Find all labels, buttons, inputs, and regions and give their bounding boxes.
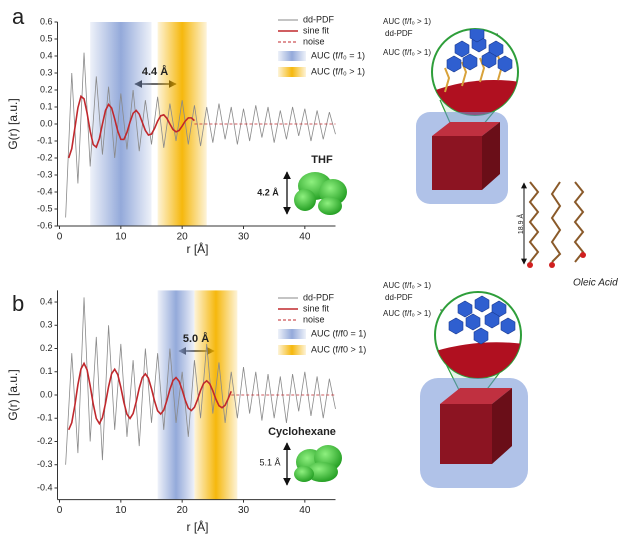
legend-swatch <box>278 345 306 355</box>
y-tick-label: -0.6 <box>37 220 53 230</box>
y-tick-label: 0.5 <box>40 33 53 43</box>
illustration-label: dd-PDF <box>385 29 413 38</box>
y-tick-label: -0.5 <box>37 203 53 213</box>
y-tick-label: -0.2 <box>37 436 53 446</box>
x-tick-label: 30 <box>238 232 250 243</box>
auc-band <box>194 290 237 499</box>
y-tick-label: 0.4 <box>40 296 53 306</box>
y-axis-title: G(r) [a.u.] <box>6 369 20 420</box>
x-tick-label: 0 <box>57 232 63 243</box>
legend-swatch <box>278 51 306 61</box>
annotation: 5.1 Å <box>259 457 280 467</box>
y-tick-label: 0.6 <box>40 16 53 26</box>
annotation: 5.0 Å <box>183 332 209 345</box>
y-axis-title: G(r) [a.u.] <box>6 98 20 149</box>
auc-band <box>158 290 195 499</box>
illustration-label: 18.9 Å <box>516 214 525 235</box>
annotation: THF <box>311 154 333 166</box>
x-tick-label: 10 <box>115 505 127 516</box>
legend-swatch <box>278 67 306 77</box>
annotation: 4.2 Å <box>257 187 279 197</box>
illustration-label: AUC (f/f₀ > 1) <box>383 17 431 26</box>
x-tick-label: 20 <box>177 505 189 516</box>
y-tick-label: -0.1 <box>37 135 53 145</box>
legend-swatch <box>278 329 306 339</box>
y-tick-label: 0.1 <box>40 366 53 376</box>
x-tick-label: 30 <box>238 505 250 516</box>
legend-label: AUC (f/f0 = 1) <box>311 328 366 338</box>
y-tick-label: 0.3 <box>40 320 53 330</box>
x-axis-title: r [Å] <box>186 241 208 256</box>
illustration-label: AUC (f/f₀ > 1) <box>383 48 431 57</box>
x-axis-title: r [Å] <box>186 519 208 534</box>
legend-label: AUC (f/f₀ > 1) <box>311 66 365 76</box>
illustration-label: AUC (f/f₀ > 1) <box>383 309 431 318</box>
illustration-label: dd-PDF <box>385 293 413 302</box>
y-tick-label: -0.3 <box>37 169 53 179</box>
y-tick-label: -0.4 <box>37 482 53 492</box>
x-tick-label: 0 <box>57 505 63 516</box>
panel-label: a <box>12 4 25 29</box>
legend-label: dd-PDF <box>303 14 335 24</box>
annotation: 4.4 Å <box>142 65 168 78</box>
legend-label: noise <box>303 314 325 324</box>
legend-label: sine fit <box>303 25 330 35</box>
illustration-label: Oleic Acid <box>573 278 618 289</box>
figure: -0.6 -0.5 -0.4 -0.3 -0.2 -0.1 0.0 0.1 0.2 0.3 0.4 0… <box>0 0 626 537</box>
legend-label: noise <box>303 36 325 46</box>
y-tick-label: -0.2 <box>37 152 53 162</box>
legend-label: dd-PDF <box>303 292 335 302</box>
panel-label: b <box>12 291 24 316</box>
y-tick-label: 0.1 <box>40 101 53 111</box>
y-tick-label: 0.3 <box>40 67 53 77</box>
x-tick-label: 20 <box>177 232 189 243</box>
x-tick-label: 40 <box>299 232 311 243</box>
y-tick-label: 0.2 <box>40 343 53 353</box>
legend-label: AUC (f/f₀ = 1) <box>311 50 365 60</box>
legend-label: sine fit <box>303 303 330 313</box>
y-tick-label: 0.0 <box>40 389 53 399</box>
y-tick-label: -0.1 <box>37 413 53 423</box>
legend-label: AUC (f/f0 > 1) <box>311 344 366 354</box>
illustration-label: AUC (f/f₀ > 1) <box>383 281 431 290</box>
x-tick-label: 40 <box>299 505 311 516</box>
y-tick-label: 0.2 <box>40 84 53 94</box>
annotation: Cyclohexane <box>268 426 336 438</box>
y-tick-label: 0.4 <box>40 50 53 60</box>
auc-band <box>158 22 207 226</box>
y-tick-label: -0.3 <box>37 459 53 469</box>
x-tick-label: 10 <box>115 232 127 243</box>
y-tick-label: 0.0 <box>40 118 53 128</box>
y-tick-label: -0.4 <box>37 186 53 196</box>
